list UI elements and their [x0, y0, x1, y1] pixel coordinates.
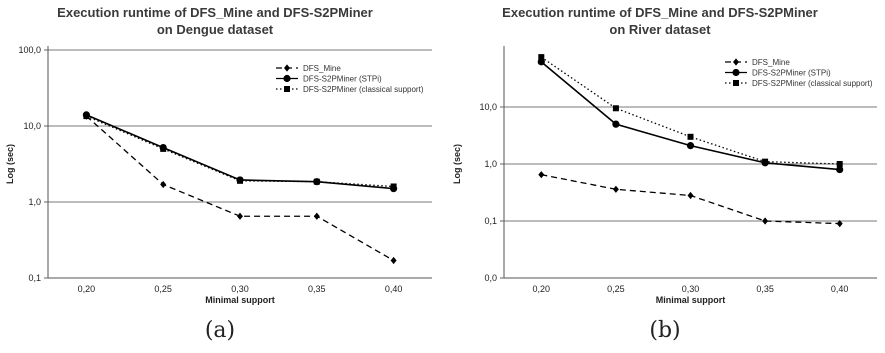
- river-y-tick-label: 10,0: [479, 102, 497, 112]
- river-series-3-point: [612, 105, 619, 112]
- dengue-x-tick-label: 0,20: [78, 284, 96, 294]
- chart-panel-river: Execution runtime of DFS_Mine and DFS-S2…: [445, 0, 885, 353]
- dengue-chart-subtitle: on Dengue dataset: [157, 22, 274, 37]
- river-series-3-point: [538, 54, 545, 61]
- dengue-x-tick-label: 0,30: [231, 284, 249, 294]
- river-legend-marker-2: [732, 68, 740, 77]
- dengue-x-tick-label: 0,35: [308, 284, 326, 294]
- dengue-y-tick-label: 100,0: [18, 45, 41, 55]
- dengue-series-3-point: [237, 177, 243, 184]
- river-x-axis-title: Minimal support: [656, 295, 726, 305]
- river-series-line-1: [541, 174, 840, 225]
- chart-panel-dengue: Execution runtime of DFS_Mine and DFS-S2…: [0, 0, 440, 353]
- river-x-tick-label: 0,35: [756, 284, 774, 294]
- river-series-1-point: [687, 191, 694, 200]
- river-series-2-point: [836, 165, 844, 174]
- dengue-series-1-point: [390, 256, 397, 265]
- dengue-y-tick-label: 1,0: [28, 197, 41, 207]
- river-series-3-point: [836, 161, 843, 167]
- dengue-legend-label-2: DFS-S2PMiner (STPi): [303, 75, 382, 84]
- caption-b: (b): [649, 318, 681, 343]
- river-y-axis-title: Log (sec): [452, 144, 462, 184]
- river-y-tick-label: 1,0: [484, 159, 497, 169]
- river-y-tick-label: 0,1: [484, 216, 497, 226]
- river-chart-subtitle: on River dataset: [609, 22, 711, 37]
- river-legend-marker-1: [733, 58, 739, 66]
- dengue-chart-title: Execution runtime of DFS_Mine and DFS-S2…: [57, 5, 373, 20]
- dengue-legend-marker-3: [284, 86, 290, 92]
- river-x-tick-label: 0,20: [533, 284, 551, 294]
- dengue-series-1-point: [237, 212, 243, 220]
- dengue-series-3-point: [83, 113, 90, 120]
- river-chart-title: Execution runtime of DFS_Mine and DFS-S2…: [502, 5, 818, 20]
- dengue-y-axis-title: Log (sec): [5, 144, 15, 184]
- dengue-x-tick-label: 0,25: [154, 284, 172, 294]
- dengue-runtime-chart: Execution runtime of DFS_Mine and DFS-S2…: [5, 5, 432, 305]
- river-legend-label-3: DFS-S2PMiner (classical support): [752, 79, 873, 88]
- dengue-y-tick-label: 10,0: [23, 121, 41, 131]
- river-legend-label-2: DFS-S2PMiner (STPi): [752, 69, 831, 78]
- dengue-series-1-point: [160, 180, 167, 189]
- river-series-line-3: [540, 56, 840, 165]
- dengue-legend-label-1: DFS_Mine: [303, 64, 341, 73]
- river-series-1-point: [836, 220, 843, 228]
- river-series-3-point: [687, 133, 694, 140]
- dengue-x-axis-title: Minimal support: [205, 295, 275, 305]
- river-series-2-point: [686, 142, 695, 150]
- dengue-x-tick-label: 0,40: [385, 284, 403, 294]
- river-series-line-2: [540, 61, 840, 171]
- dengue-series-line-1: [85, 115, 394, 262]
- dengue-legend-marker-1: [284, 64, 290, 72]
- river-series-2-point: [612, 120, 620, 128]
- river-series-1-point: [612, 185, 619, 193]
- dengue-legend-label-3: DFS-S2PMiner (classical support): [303, 85, 424, 94]
- dengue-legend-marker-2: [283, 74, 291, 83]
- river-series-3-point: [762, 158, 769, 165]
- dengue-series-line-3: [86, 115, 394, 188]
- river-legend-label-1: DFS_Mine: [752, 58, 790, 67]
- river-x-tick-label: 0,40: [831, 284, 849, 294]
- dengue-y-tick-label: 0,1: [28, 273, 41, 283]
- caption-a: (a): [204, 318, 236, 343]
- river-x-tick-label: 0,25: [607, 284, 625, 294]
- river-x-tick-label: 0,30: [682, 284, 700, 294]
- river-legend-marker-3: [733, 80, 739, 86]
- dengue-series-1-point: [313, 212, 320, 220]
- river-series-1-point: [538, 171, 545, 179]
- dengue-series-3-point: [160, 145, 167, 152]
- river-runtime-chart: Execution runtime of DFS_Mine and DFS-S2…: [452, 5, 877, 305]
- dengue-series-3-point: [390, 183, 397, 190]
- river-series-1-point: [762, 217, 769, 225]
- river-y-tick-label: 0,0: [484, 273, 497, 283]
- dengue-series-3-point: [313, 178, 320, 185]
